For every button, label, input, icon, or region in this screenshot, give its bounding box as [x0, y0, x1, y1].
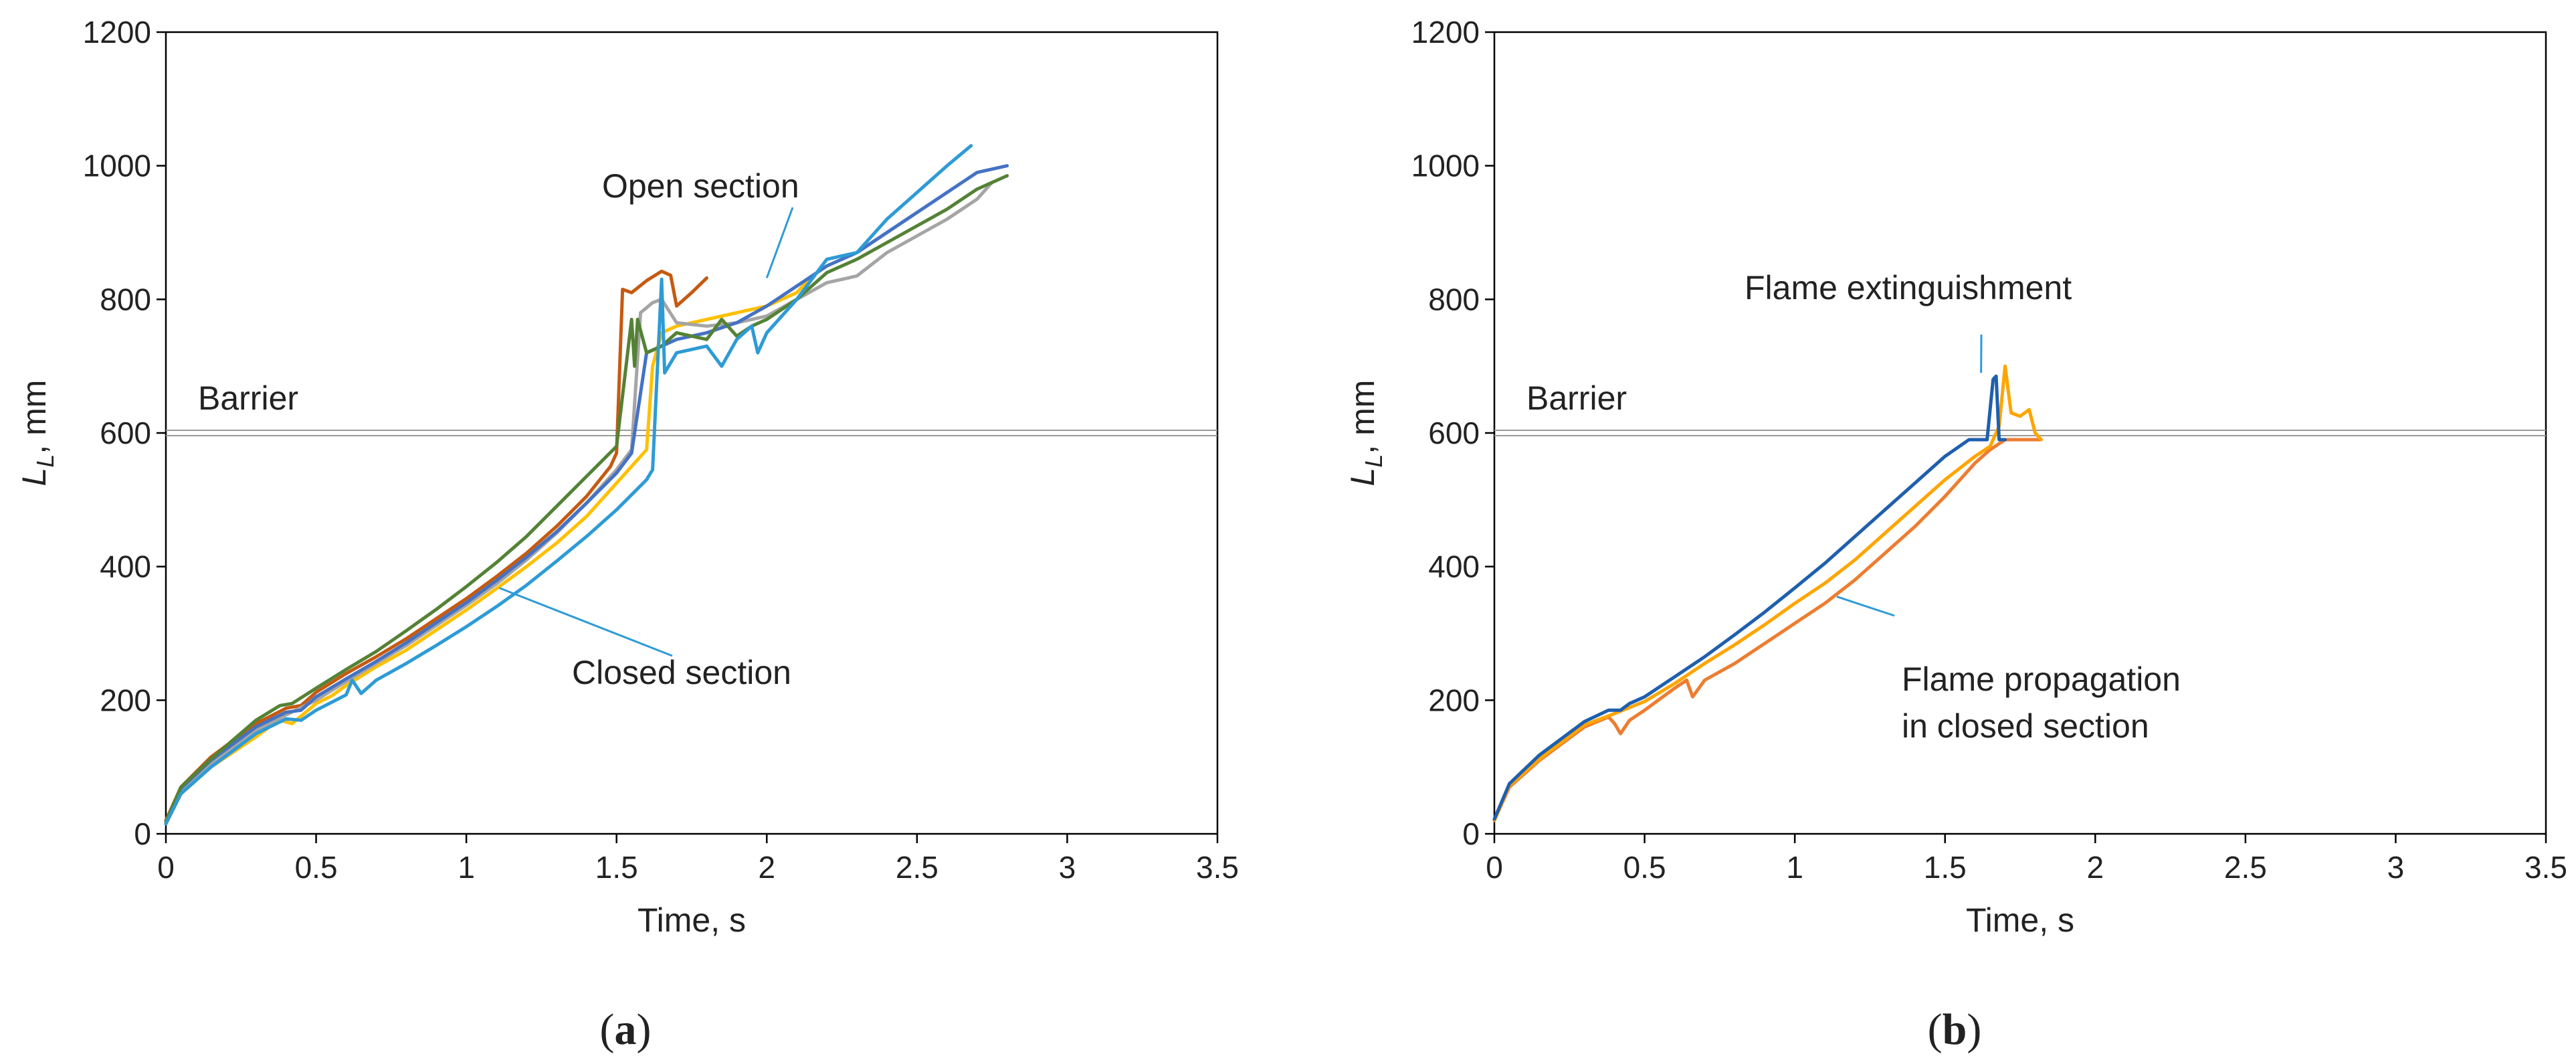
annotation-leader-line: [1836, 596, 1895, 617]
x-tick-label: 2.5: [2224, 850, 2267, 885]
x-tick-label: 2: [758, 850, 775, 885]
x-tick-label: 0.5: [1623, 850, 1666, 885]
annotation-label: Flame extinguishment: [1745, 269, 2072, 306]
x-tick-label: 3: [1059, 850, 1076, 885]
x-tick-label: 2.5: [896, 850, 938, 885]
panel-label-letter: a: [615, 1005, 637, 1054]
y-tick-label: 800: [1428, 282, 1480, 317]
series-line-run-1: [1492, 438, 2043, 822]
panel-a: 0 200 400 600 800 1000 1200 0 0.5 1 1.5 2 2.5 3 3.5 Tim…: [15, 15, 1239, 939]
panel-label-paren-close: ): [637, 1005, 652, 1054]
series-line-run-3: [164, 181, 994, 826]
y-axis-title-symbol: L: [1344, 468, 1381, 487]
panel-label-paren-open: (: [600, 1005, 615, 1054]
x-tick-label: 1.5: [1924, 850, 1967, 885]
y-tick-label: 1200: [1411, 15, 1480, 50]
x-tick-label: 1: [1786, 850, 1803, 885]
barrier-label: Barrier: [198, 379, 298, 417]
x-tick-label: 1: [458, 850, 475, 885]
x-tick-label: 2: [2086, 850, 2104, 885]
x-axis-title: Time, s: [637, 901, 746, 939]
panel-label-paren-open: (: [1928, 1005, 1943, 1054]
y-tick-label: 1000: [1411, 149, 1480, 183]
y-axis-title-subscript: L: [31, 454, 59, 468]
y-tick-label: 400: [100, 549, 151, 584]
y-axis-title-symbol: L: [15, 468, 53, 487]
x-tick-label: 0: [157, 850, 175, 885]
x-tick-label: 3: [2387, 850, 2405, 885]
annotation-label: Open section: [602, 167, 799, 205]
x-axis-title: Time, s: [1966, 901, 2074, 939]
y-axis-title-unit: , mm: [15, 380, 53, 454]
series-line-run-1: [164, 269, 708, 822]
panel-a-label: (a): [600, 1005, 652, 1054]
y-axis-title: LL, mm: [1344, 380, 1387, 487]
y-tick-label: 0: [134, 816, 151, 851]
x-tick-label: 3.5: [1196, 850, 1239, 885]
x-tick-label: 1.5: [595, 850, 638, 885]
panel-label-letter: b: [1943, 1005, 1967, 1054]
y-tick-label: 1000: [83, 149, 151, 183]
panel-label-paren-close: ): [1967, 1005, 1981, 1054]
x-tick-label: 0: [1486, 850, 1503, 885]
y-axis-title-unit: , mm: [1344, 380, 1381, 454]
series-line-run-5: [164, 174, 1009, 824]
y-tick-label: 200: [100, 683, 151, 717]
y-tick-label: 400: [1428, 549, 1480, 584]
panel-b: 0 200 400 600 800 1000 1200 0 0.5 1 1.5 2 2.5 3 3.5 Tim…: [1344, 15, 2567, 939]
y-tick-label: 800: [100, 282, 151, 317]
annotation-leader-line: [499, 587, 673, 657]
series-line-run-2: [1492, 364, 2043, 822]
annotation-label: Closed section: [572, 654, 791, 691]
panel-b-label: (b): [1928, 1005, 1982, 1054]
annotation-leader-line: [765, 207, 794, 278]
barrier-label: Barrier: [1526, 379, 1627, 417]
series-line-run-3: [1492, 374, 2007, 821]
annotation-label-line2: in closed section: [1902, 707, 2149, 745]
y-tick-label: 0: [1462, 816, 1480, 851]
y-axis-title: LL, mm: [15, 380, 59, 487]
y-axis-title-subscript: L: [1360, 454, 1387, 468]
series-line-run-6: [164, 144, 973, 826]
annotation-label: Flame propagation: [1902, 661, 2181, 698]
x-tick-label: 0.5: [295, 850, 338, 885]
y-tick-label: 1200: [83, 15, 151, 50]
x-tick-label: 3.5: [2524, 850, 2567, 885]
y-tick-label: 600: [1428, 416, 1480, 450]
y-tick-label: 200: [1428, 683, 1480, 717]
y-tick-label: 600: [100, 416, 151, 450]
